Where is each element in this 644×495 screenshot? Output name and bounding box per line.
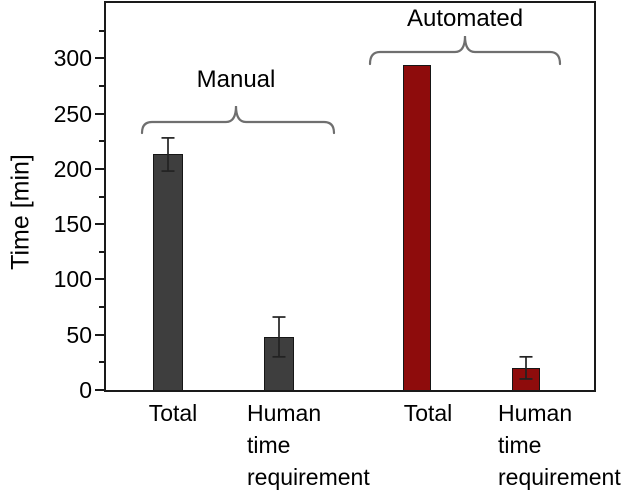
group-label-automated: Automated [406,5,524,32]
y-tick-label: 0 [79,377,92,403]
y-major-tick [95,167,104,170]
y-minor-tick [99,250,104,253]
y-minor-tick [99,195,104,198]
bar-automated-human [512,367,540,390]
plot-area [104,1,596,392]
y-tick-label: 300 [53,45,92,72]
bar-automated-total [403,64,431,390]
y-minor-tick [99,29,104,32]
y-tick-label: 150 [53,211,92,238]
bar-manual-total [153,154,183,390]
y-minor-tick [99,361,104,364]
y-major-tick [95,333,104,336]
x-tick-label-automated-human: Human time requirement [498,400,621,490]
y-tick-label: 200 [53,155,92,182]
y-major-tick [95,278,104,281]
x-tick-label-manual-human: Human time requirement [247,400,370,490]
y-tick-label: 50 [66,321,92,348]
x-tick-label-manual-total: Total [148,400,198,426]
x-tick-label-automated-total: Total [403,400,453,426]
group-label-manual: Manual [196,66,276,93]
y-tick-label: 250 [53,100,92,127]
y-tick-label: 100 [53,266,92,293]
bar-manual-human [264,336,294,390]
y-major-tick [95,112,104,115]
y-major-tick [95,389,104,391]
y-minor-tick [99,84,104,87]
y-minor-tick [99,140,104,143]
y-major-tick [95,223,104,226]
y-major-tick [95,57,104,60]
y-minor-tick [99,306,104,309]
